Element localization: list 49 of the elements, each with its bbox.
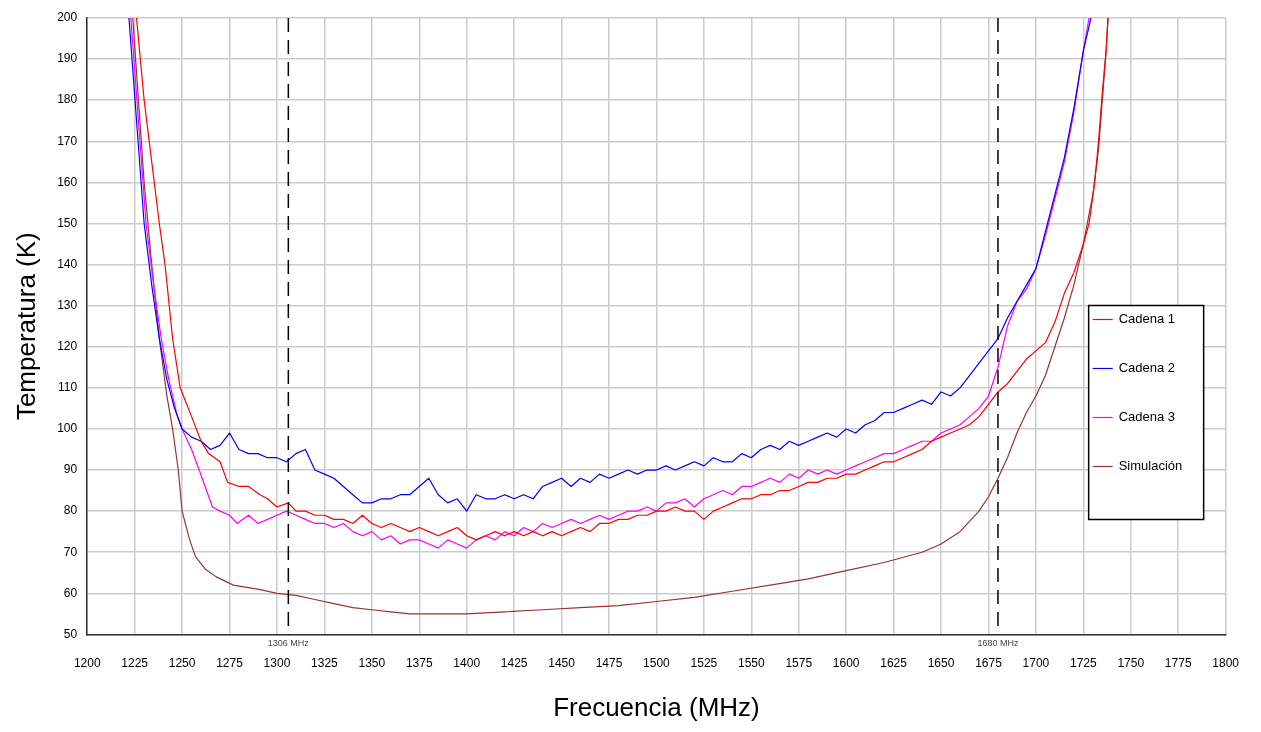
y-tick-label: 200 [57,10,78,25]
x-tick-label: 1400 [453,655,481,670]
y-tick-label: 70 [63,544,78,559]
x-tick-label: 1500 [643,655,671,670]
x-tick-label: 1275 [216,655,244,670]
x-tick-label: 1625 [880,655,908,670]
ref-line-label: 1680 MHz [977,638,1019,649]
x-tick-label: 1525 [690,655,718,670]
x-tick-label: 1200 [73,655,101,670]
legend-label: Simulación [1118,458,1183,474]
legend-label: Cadena 3 [1118,409,1176,425]
y-tick-label: 50 [63,626,78,641]
y-tick-label: 110 [58,380,78,395]
x-tick-label: 1700 [1022,655,1050,670]
y-tick-label: 80 [63,503,78,518]
y-tick-label: 160 [57,174,78,189]
x-tick-label: 1300 [263,655,291,670]
x-tick-label: 1600 [832,655,860,670]
x-tick-label: 1575 [785,655,813,670]
y-tick-label: 60 [63,585,78,600]
y-tick-label: 190 [57,51,78,66]
x-tick-label: 1225 [121,655,149,670]
y-tick-label: 120 [57,339,78,354]
x-tick-label: 1475 [595,655,623,670]
x-tick-label: 1650 [927,655,955,670]
ref-line-label: 1306 MHz [267,638,310,649]
x-tick-label: 1675 [975,655,1003,670]
x-tick-label: 1250 [168,655,196,670]
x-tick-label: 1750 [1117,655,1145,670]
y-tick-label: 90 [63,462,78,477]
x-tick-label: 1425 [500,655,528,670]
y-tick-label: 130 [57,297,78,312]
x-tick-label: 1450 [548,655,576,670]
x-tick-label: 1325 [311,655,339,670]
y-tick-label: 100 [57,421,78,436]
legend-label: Cadena 1 [1118,311,1176,327]
y-axis-title: Temperatura (K) [10,232,41,421]
y-tick-label: 180 [57,92,78,107]
y-tick-label: 170 [57,133,78,148]
y-tick-label: 150 [57,215,78,230]
x-tick-label: 1375 [405,655,433,670]
x-axis-title: Frecuencia (MHz) [553,691,760,722]
y-tick-label: 140 [57,256,78,271]
x-tick-label: 1350 [358,655,386,670]
x-tick-label: 1775 [1164,655,1192,670]
x-tick-label: 1800 [1212,655,1240,670]
legend-label: Cadena 2 [1118,360,1176,376]
x-tick-label: 1550 [737,655,765,670]
x-tick-label: 1725 [1070,655,1098,670]
